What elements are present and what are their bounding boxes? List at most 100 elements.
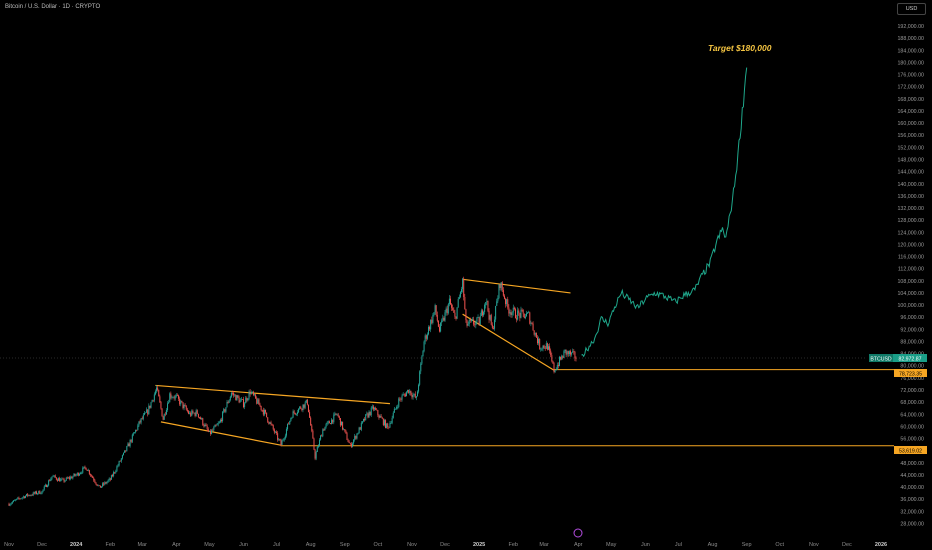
candle-body bbox=[85, 467, 87, 470]
candle-body bbox=[187, 411, 189, 414]
candle-body bbox=[87, 470, 89, 472]
candle-body bbox=[481, 310, 483, 316]
candle-body bbox=[433, 312, 435, 316]
candle-body bbox=[546, 343, 548, 350]
candle-body bbox=[23, 496, 25, 498]
candle-body bbox=[447, 304, 449, 314]
candle-body bbox=[299, 406, 301, 409]
candle-body bbox=[175, 395, 177, 396]
candle-body bbox=[436, 314, 438, 321]
candle-body bbox=[136, 429, 138, 431]
candle-body bbox=[334, 413, 336, 415]
support-1-tag bbox=[894, 369, 927, 377]
candle-body bbox=[74, 473, 76, 476]
candle-body bbox=[86, 469, 88, 472]
candle-body bbox=[494, 319, 496, 329]
x-tick-label: Nov bbox=[407, 542, 417, 548]
candle-body bbox=[72, 476, 74, 479]
event-icon[interactable] bbox=[573, 528, 583, 538]
x-tick-label: Apr bbox=[172, 542, 181, 548]
x-axis[interactable]: Nov Dec 2024 Feb Mar Apr May Jun Jul Aug Sep Oct Nov… bbox=[4, 542, 887, 548]
candle-body bbox=[80, 472, 82, 474]
candle-body bbox=[291, 417, 293, 419]
candle-body bbox=[237, 395, 239, 398]
historical-price-series bbox=[8, 276, 577, 507]
candle-body bbox=[215, 425, 217, 426]
candle-body bbox=[490, 315, 492, 325]
candle-body bbox=[169, 393, 171, 403]
x-tick-label: Jun bbox=[641, 542, 650, 548]
candle-body bbox=[91, 475, 93, 477]
candle-body bbox=[42, 489, 44, 492]
candle-body bbox=[232, 393, 234, 394]
candle-body bbox=[290, 418, 292, 421]
candle-body bbox=[411, 394, 413, 398]
y-tick-label: 76,000.00 bbox=[900, 376, 924, 382]
candle-body bbox=[158, 389, 160, 397]
candle-body bbox=[106, 481, 108, 484]
candle-body bbox=[469, 320, 471, 321]
trendline[interactable] bbox=[160, 421, 282, 446]
candle-body bbox=[235, 394, 237, 401]
candle-body bbox=[212, 430, 214, 431]
candle-body bbox=[345, 430, 347, 434]
currency-button[interactable]: USD bbox=[897, 3, 926, 15]
candle-body bbox=[63, 478, 65, 482]
candle-body bbox=[270, 422, 272, 425]
trendline[interactable] bbox=[462, 278, 571, 294]
candle-body bbox=[11, 501, 13, 504]
candle-body bbox=[536, 337, 538, 344]
candle-body bbox=[420, 363, 422, 372]
candle-body bbox=[205, 424, 207, 426]
candle-body bbox=[336, 414, 338, 416]
candle-body bbox=[366, 413, 368, 415]
candle-body bbox=[544, 347, 546, 349]
candle-body bbox=[523, 313, 525, 319]
x-tick-label: Aug bbox=[708, 542, 718, 548]
target-annotation: Target $180,000 bbox=[708, 43, 772, 53]
candle-body bbox=[281, 440, 283, 445]
candle-body bbox=[200, 417, 202, 420]
candle-body bbox=[524, 316, 526, 319]
candle-body bbox=[552, 360, 554, 364]
candle-body bbox=[278, 439, 280, 440]
candle-body bbox=[113, 472, 115, 477]
y-tick-label: 168,000.00 bbox=[897, 97, 924, 103]
trendline[interactable] bbox=[462, 313, 555, 371]
candle-body bbox=[168, 402, 170, 404]
candle-body bbox=[314, 449, 316, 459]
candle-body bbox=[214, 425, 216, 428]
candle-body bbox=[141, 418, 143, 419]
candle-body bbox=[220, 419, 222, 422]
candle-body bbox=[514, 309, 516, 319]
y-axis[interactable]: 28,000.00 32,000.00 36,000.00 40,000.00 44,0… bbox=[897, 24, 924, 527]
candle-body bbox=[570, 351, 572, 355]
candle-body bbox=[285, 429, 287, 436]
candle-body bbox=[545, 343, 547, 349]
candle-body bbox=[167, 403, 169, 410]
candle-body bbox=[93, 477, 95, 481]
candle-body bbox=[397, 406, 399, 408]
trendline[interactable] bbox=[155, 384, 390, 405]
candle-body bbox=[150, 402, 152, 408]
candle-body bbox=[234, 394, 236, 396]
candle-body bbox=[163, 413, 165, 420]
candle-body bbox=[503, 295, 505, 299]
y-tick-label: 192,000.00 bbox=[897, 24, 924, 30]
y-tick-label: 56,000.00 bbox=[900, 437, 924, 443]
candle-body bbox=[279, 439, 281, 441]
candle-body bbox=[202, 418, 204, 425]
candle-body bbox=[498, 284, 500, 298]
candle-body bbox=[365, 414, 367, 421]
candle-body bbox=[67, 477, 69, 479]
candle-body bbox=[211, 430, 213, 435]
y-tick-label: 132,000.00 bbox=[897, 206, 924, 212]
candle-body bbox=[230, 393, 232, 397]
candle-body bbox=[567, 351, 569, 355]
candle-body bbox=[228, 399, 230, 403]
candle-body bbox=[327, 421, 329, 423]
candle-body bbox=[186, 409, 188, 412]
candle-body bbox=[118, 461, 120, 466]
candle-body bbox=[124, 450, 126, 453]
